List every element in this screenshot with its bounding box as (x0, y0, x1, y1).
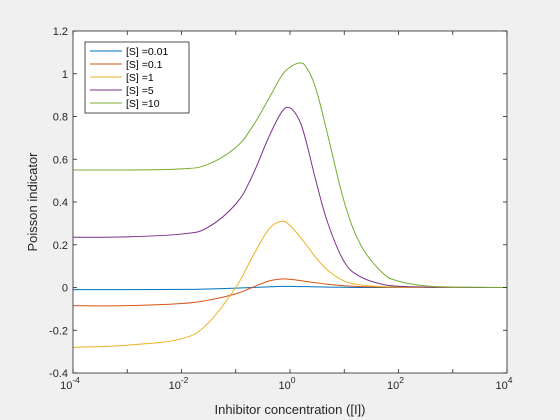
legend: [S] =0.01[S] =0.1[S] =1[S] =5[S] =10 (84, 41, 190, 114)
legend-entry: [S] =0.01 (126, 46, 168, 58)
legend-entry: [S] =0.1 (126, 59, 163, 71)
y-tick-label: -0.4 (49, 368, 68, 380)
legend-entry: [S] =5 (126, 85, 154, 97)
y-tick-label: 0.8 (53, 112, 68, 124)
x-tick-label: 10-4 (60, 375, 80, 392)
x-tick-label: 102 (387, 375, 404, 392)
y-tick-label: 0 (62, 283, 68, 295)
y-tick-label: 0.2 (53, 240, 68, 252)
y-tick-label: 0.4 (53, 197, 68, 209)
legend-entry: [S] =1 (126, 72, 154, 84)
x-tick-label: 10-2 (169, 375, 189, 392)
y-tick-label: 0.6 (53, 154, 68, 166)
x-tick-label: 100 (279, 375, 296, 392)
y-tick-label: 1.2 (53, 26, 68, 38)
series-line-3 (72, 106, 508, 289)
legend-entry: [S] =10 (126, 98, 160, 110)
y-axis-ticks: -0.4 -0.2 0 0.2 0.4 0.6 0.8 1 1.2 (49, 26, 507, 380)
y-axis-label: Poisson indicator (25, 152, 40, 252)
y-tick-label: -0.2 (49, 325, 68, 337)
series-line-2 (72, 220, 507, 348)
x-axis-label: Inhibitor concentration ([I]) (214, 402, 365, 417)
y-tick-label: 1 (62, 69, 68, 81)
series-line-4 (72, 62, 508, 288)
x-tick-label: 104 (496, 375, 513, 392)
x-axis-ticks: 10-4 10-2 100 102 104 (60, 31, 513, 392)
series-layer (72, 62, 508, 348)
